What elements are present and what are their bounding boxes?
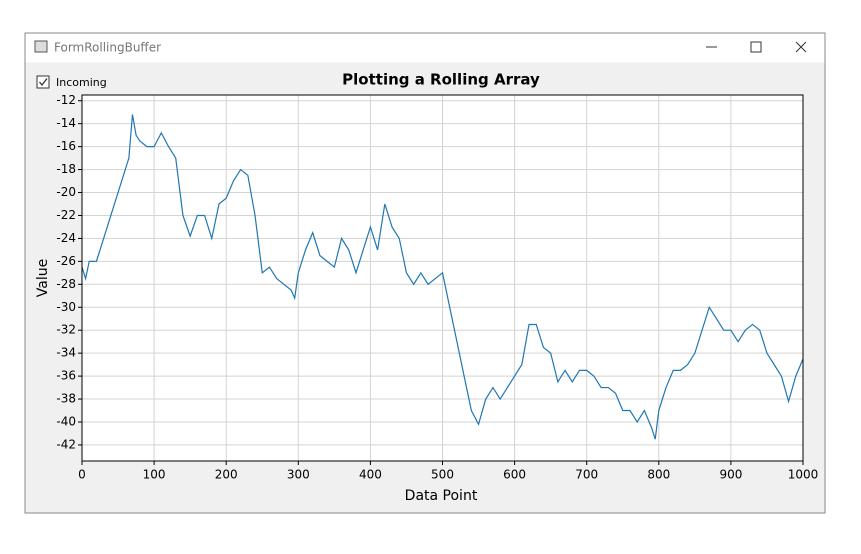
tick-labels: -42 -40 -38 -36 -34 -32 -30 -28 -26 -24 -22 -20 -18 -… — [56, 93, 818, 481]
marks — [81, 114, 804, 440]
x-tick-label: 400 — [359, 468, 382, 482]
checkbox[interactable] — [36, 75, 50, 89]
y-tick-label: -12 — [56, 93, 76, 107]
x-tick-label: 700 — [575, 468, 598, 482]
y-tick-label: -26 — [56, 254, 76, 268]
title-bar — [25, 33, 825, 63]
y-tick-label: -24 — [56, 231, 76, 245]
y-tick-label: -34 — [56, 346, 76, 360]
x-tick-label: 0 — [78, 468, 86, 482]
x-tick-label: 300 — [287, 468, 310, 482]
y-tick-label: -22 — [56, 208, 76, 222]
x-tick-label: 100 — [143, 468, 166, 482]
maximize-button[interactable] — [750, 41, 762, 53]
x-axis-label: Data Point — [405, 488, 478, 504]
y-tick-label: -20 — [56, 185, 76, 199]
y-tick-label: -38 — [56, 392, 76, 406]
y-tick-label: -14 — [56, 116, 76, 130]
data-line — [81, 114, 804, 440]
y-tick-label: -32 — [56, 323, 76, 337]
grid — [81, 95, 804, 461]
x-tick-label: 600 — [503, 468, 526, 482]
y-tick-label: -16 — [56, 139, 76, 153]
x-tick-label: 1000 — [788, 468, 819, 482]
y-tick-label: -30 — [56, 300, 76, 314]
y-tick-label: -28 — [56, 277, 76, 291]
chart-title: Plotting a Rolling Array — [342, 71, 540, 89]
x-tick-label: 900 — [719, 468, 742, 482]
x-tick-label: 800 — [647, 468, 670, 482]
y-tick-label: -40 — [56, 414, 76, 428]
y-tick-label: -36 — [56, 369, 76, 383]
y-axis-label: Value — [35, 259, 51, 297]
x-tick-label: 500 — [431, 468, 454, 482]
close-button[interactable] — [795, 41, 807, 53]
window-title: FormRollingBuffer — [54, 41, 161, 55]
y-tick-label: -18 — [56, 162, 76, 176]
checkmark — [39, 78, 48, 87]
checkbox-label[interactable]: Incoming — [56, 76, 107, 89]
x-tick-label: 200 — [215, 468, 238, 482]
app-icon — [34, 40, 48, 53]
y-tick-label: -42 — [56, 437, 76, 451]
